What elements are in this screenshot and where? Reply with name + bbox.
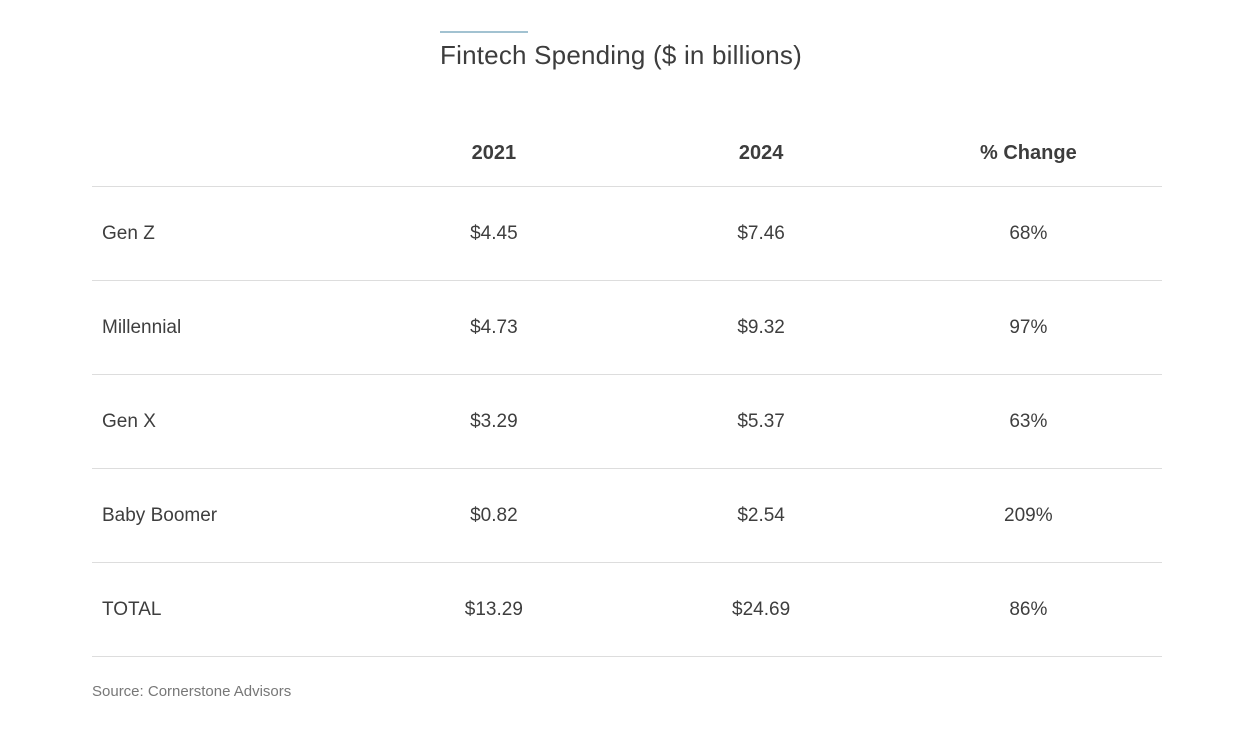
chart-title: Fintech Spending ($ in billions) (440, 40, 802, 70)
cell-2024: $5.37 (627, 374, 895, 469)
row-label: TOTAL (92, 562, 361, 657)
cell-2021: $3.29 (360, 374, 628, 469)
title-accent-line (440, 31, 529, 33)
row-label: Gen X (92, 374, 361, 469)
spending-table: 2021 2024 % Change Gen Z $4.45 $7.46 68%… (92, 120, 1162, 657)
cell-pct-change: 209% (894, 468, 1162, 563)
cell-pct-change: 68% (894, 186, 1162, 281)
table-row: Gen Z $4.45 $7.46 68% (92, 186, 1162, 281)
cell-2024: $9.32 (627, 280, 895, 375)
row-label: Millennial (92, 280, 361, 375)
source-note: Source: Cornerstone Advisors (92, 683, 292, 700)
row-label: Baby Boomer (92, 468, 361, 563)
cell-2021: $4.45 (360, 186, 628, 281)
header-cell-2021: 2021 (360, 120, 628, 187)
table-row: Gen X $3.29 $5.37 63% (92, 374, 1162, 469)
table-row-total: TOTAL $13.29 $24.69 86% (92, 562, 1162, 657)
header-cell-pct-change: % Change (894, 120, 1162, 187)
header-cell-blank (92, 120, 361, 187)
chart-header: Fintech Spending ($ in billions) (0, 0, 1242, 71)
cell-2021: $0.82 (360, 468, 628, 563)
cell-2021: $4.73 (360, 280, 628, 375)
cell-pct-change: 63% (894, 374, 1162, 469)
cell-2021: $13.29 (360, 562, 628, 657)
table-row: Baby Boomer $0.82 $2.54 209% (92, 468, 1162, 563)
table-row: Millennial $4.73 $9.32 97% (92, 280, 1162, 375)
cell-2024: $2.54 (627, 468, 895, 563)
cell-pct-change: 97% (894, 280, 1162, 375)
header-cell-2024: 2024 (627, 120, 895, 187)
cell-2024: $24.69 (627, 562, 895, 657)
cell-pct-change: 86% (894, 562, 1162, 657)
header-row: 2021 2024 % Change (92, 120, 1162, 187)
row-label: Gen Z (92, 186, 361, 281)
cell-2024: $7.46 (627, 186, 895, 281)
